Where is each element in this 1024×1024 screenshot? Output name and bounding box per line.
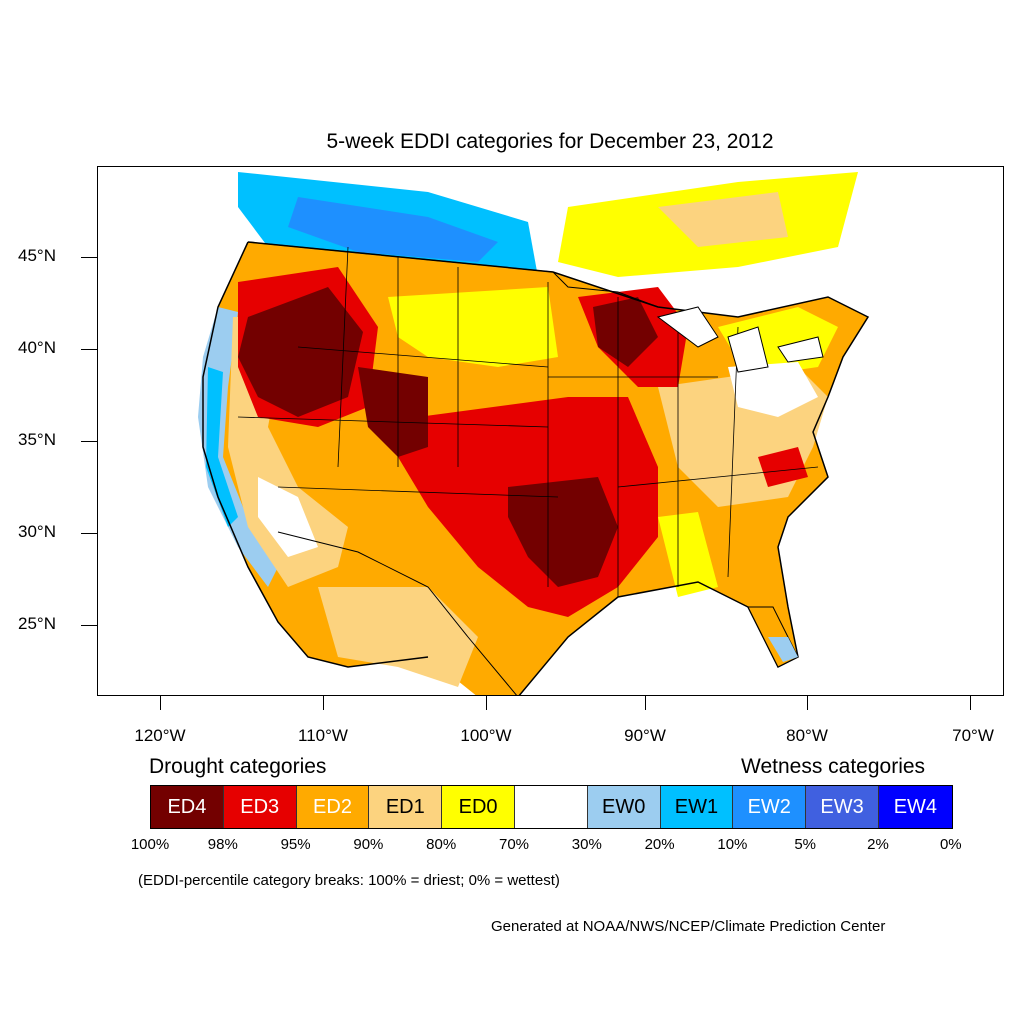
lon-tick-70: [970, 696, 971, 710]
percentile-label: 95%: [280, 836, 311, 853]
near-normal-california: [258, 477, 318, 557]
ed4-great-basin: [238, 287, 363, 417]
canada-border: [247, 241, 659, 308]
eddi-map: [97, 166, 1004, 696]
legend-box-ed1: ED1: [369, 786, 443, 828]
lat-tick-40: [81, 349, 97, 350]
legend-box-ew0: EW0: [587, 786, 661, 828]
lon-tick-100: [486, 696, 487, 710]
category-note: (EDDI-percentile category breaks: 100% =…: [138, 872, 560, 889]
canada-dry-patch: [658, 192, 788, 247]
percentile-label: 90%: [353, 836, 384, 853]
lon-label-120: 120°W: [134, 726, 186, 745]
lon-label-90: 90°W: [624, 726, 666, 745]
lat-label-30: 30°N: [18, 522, 56, 541]
credit-line: Generated at NOAA/NWS/NCEP/Climate Predi…: [491, 918, 886, 935]
lat-tick-45: [81, 257, 97, 258]
percentile-label: 10%: [717, 836, 748, 853]
lat-tick-30: [81, 533, 97, 534]
lon-label-100: 100°W: [460, 726, 512, 745]
state-lines: [237, 246, 819, 597]
florida-wet: [768, 637, 798, 662]
ed0-northern-plains: [388, 287, 558, 367]
lon-label-80: 80°W: [786, 726, 828, 745]
ed4-upper-midwest: [593, 297, 658, 367]
ed3-southeast-patch: [758, 447, 808, 487]
legend-box-ed4: ED4: [151, 786, 224, 828]
percentile-label: 5%: [794, 836, 817, 853]
percentile-label: 2%: [867, 836, 889, 853]
lat-label-35: 35°N: [18, 430, 56, 449]
percentile-label: 20%: [644, 836, 675, 853]
lat-tick-35: [81, 441, 97, 442]
drought-heading: Drought categories: [149, 755, 327, 778]
eddi-map-canvas: [198, 172, 870, 695]
legend-box-ed0: ED0: [442, 786, 515, 828]
lat-label-25: 25°N: [18, 614, 56, 633]
lat-label-45: 45°N: [18, 246, 56, 265]
near-normal-great-lakes: [728, 362, 818, 417]
legend-box-ew1: EW1: [660, 786, 734, 828]
legend-box-near-normal: [514, 786, 588, 828]
legend-box-ew4: EW4: [878, 786, 952, 828]
legend-box-ew2: EW2: [733, 786, 807, 828]
percentile-label: 70%: [498, 836, 530, 853]
percentile-label: 0%: [939, 836, 962, 853]
ed0-southeast: [658, 512, 718, 597]
canada-wet-core: [288, 197, 498, 262]
lat-tick-25: [81, 625, 97, 626]
ed4-rockies: [358, 367, 428, 457]
lon-tick-80: [807, 696, 808, 710]
great-lakes: [656, 306, 824, 373]
west-coast-ew1: [206, 367, 238, 527]
lon-label-70: 70°W: [952, 726, 994, 745]
wetness-heading: Wetness categories: [741, 755, 926, 778]
lon-tick-110: [323, 696, 324, 710]
percentile-label: 98%: [207, 836, 238, 853]
map-title: 5-week EDDI categories for December 23, …: [326, 130, 774, 153]
legend-box-ew3: EW3: [806, 786, 879, 828]
lon-tick-90: [645, 696, 646, 710]
legend-box-ed3: ED3: [223, 786, 297, 828]
us-outline: [202, 241, 870, 695]
ed1-southwest: [318, 587, 478, 687]
ed4-southern-plains: [508, 477, 618, 587]
lat-label-40: 40°N: [18, 338, 56, 357]
percentile-label: 80%: [426, 836, 457, 853]
lon-tick-120: [160, 696, 161, 710]
percentile-label: 30%: [571, 836, 602, 853]
percentile-label: 100%: [130, 836, 170, 853]
lon-label-110: 110°W: [298, 726, 348, 745]
legend-box-ed2: ED2: [296, 786, 370, 828]
legend-bar: ED4 ED3 ED2 ED1 ED0 EW0 EW1 EW2 EW3 EW4: [150, 785, 953, 829]
mexico-border: [277, 531, 517, 695]
